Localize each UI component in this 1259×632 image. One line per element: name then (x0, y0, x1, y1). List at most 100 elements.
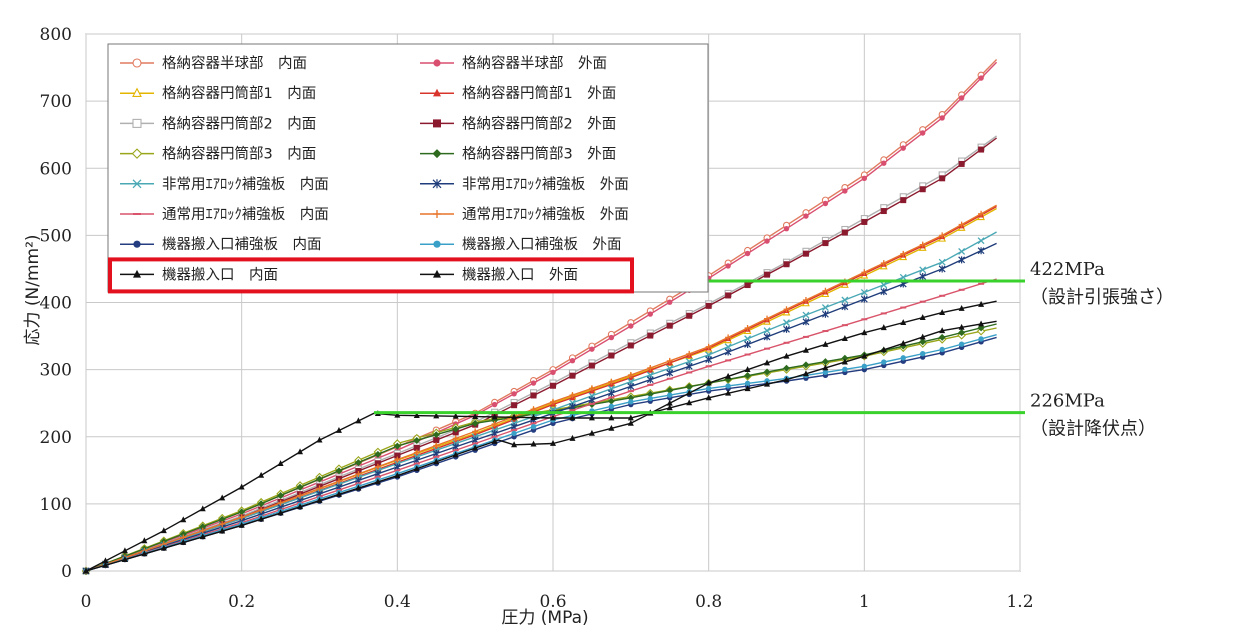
legend-label: 格納容器円筒部3 外面 (462, 146, 616, 163)
data-point (355, 484, 362, 491)
data-point (958, 329, 966, 337)
legend-label: 機器搬入口補強板 内面 (162, 235, 322, 253)
data-point (647, 332, 654, 339)
data-point (763, 368, 771, 376)
x-tick-label: 0 (81, 592, 92, 612)
legend-item: 格納容器円筒部3 内面 (120, 146, 316, 163)
data-point (472, 428, 479, 435)
data-point (433, 88, 441, 97)
data-point (608, 378, 615, 385)
data-point (83, 567, 89, 574)
data-point (938, 333, 946, 341)
data-point (160, 527, 167, 534)
legend-label: 格納容器半球部 内面 (162, 55, 307, 72)
x-axis-title: 圧力 (MPa) (501, 608, 588, 628)
data-point (297, 492, 304, 499)
data-point (764, 380, 771, 387)
data-point (394, 452, 401, 459)
data-point (939, 346, 945, 353)
data-point (413, 465, 420, 472)
data-point (394, 411, 401, 418)
data-point (646, 390, 654, 398)
data-point (861, 269, 868, 276)
data-point (257, 500, 265, 508)
data-point (841, 354, 849, 362)
data-point (939, 175, 946, 182)
data-point (647, 311, 653, 317)
data-point (238, 483, 245, 490)
data-point (374, 478, 381, 485)
data-point (647, 395, 653, 402)
data-point (199, 533, 206, 540)
y-axis-ticks: 0 100 200 300 400 500 600 700 800 (40, 25, 72, 582)
data-point (413, 412, 420, 419)
data-point (530, 423, 537, 430)
data-point (822, 369, 829, 376)
series-7 (82, 323, 997, 575)
data-point (452, 451, 459, 458)
data-point (666, 399, 673, 406)
data-point (724, 343, 732, 351)
data-point (841, 303, 849, 311)
data-point (374, 460, 381, 467)
data-point (919, 333, 926, 340)
data-point (608, 352, 615, 359)
data-point (608, 403, 615, 410)
data-point (978, 210, 985, 217)
data-point (180, 516, 187, 523)
data-point (724, 348, 732, 356)
legend-item: 格納容器円筒部1 内面 (120, 85, 316, 102)
data-point (841, 229, 848, 236)
data-point (725, 372, 732, 379)
data-series (81, 59, 998, 576)
legend-item: 機器搬入口補強板 内面 (120, 235, 322, 253)
data-point (180, 538, 187, 545)
data-point (725, 292, 732, 299)
data-point (472, 413, 479, 420)
data-point (432, 431, 440, 439)
reference-line-0: 422MPa （設計引張強さ） (708, 259, 1174, 308)
data-point (258, 471, 265, 478)
data-point (686, 312, 693, 319)
data-point (763, 333, 771, 341)
data-point (881, 359, 887, 365)
data-point (335, 467, 343, 475)
y-tick-label: 0 (61, 562, 72, 582)
data-point (821, 310, 829, 318)
data-point (132, 58, 142, 68)
reference-lines: 422MPa （設計引張強さ） 226MPa （設計降伏点） (373, 259, 1174, 440)
data-point (588, 414, 595, 421)
data-point (569, 434, 576, 441)
data-point (258, 507, 265, 514)
data-point (783, 261, 790, 268)
data-point (316, 436, 323, 443)
data-point (860, 288, 868, 296)
x-tick-label: 0.8 (695, 592, 722, 612)
data-point (802, 250, 809, 257)
legend-label: 格納容器半球部 外面 (462, 55, 607, 72)
x-tick-label: 0.2 (228, 592, 255, 612)
reference-line-1: 226MPa （設計降伏点） (373, 391, 1156, 440)
legend-label: 通常用ｴｱﾛｯｸ補強板 内面 (162, 205, 329, 223)
data-point (627, 342, 634, 349)
data-point (472, 444, 479, 451)
legend-label: 格納容器円筒部2 内面 (162, 115, 316, 132)
x-tick-label: 0.6 (539, 592, 566, 612)
data-point (763, 327, 771, 335)
data-point (802, 370, 809, 377)
data-point (141, 537, 148, 544)
data-point (938, 258, 946, 266)
data-point (607, 397, 615, 405)
data-point (530, 392, 537, 399)
data-point (977, 237, 985, 245)
data-point (725, 334, 732, 341)
y-tick-label: 300 (40, 361, 72, 381)
data-point (627, 414, 634, 421)
data-point (491, 401, 498, 408)
y-axis-title: 応力 (N/mm²) (23, 234, 43, 345)
data-point (802, 346, 809, 353)
x-axis-ticks: 0 0.2 0.4 0.6 0.8 1 1.2 (81, 592, 1034, 612)
data-point (880, 288, 888, 296)
reference-label: 226MPa (1030, 391, 1105, 412)
